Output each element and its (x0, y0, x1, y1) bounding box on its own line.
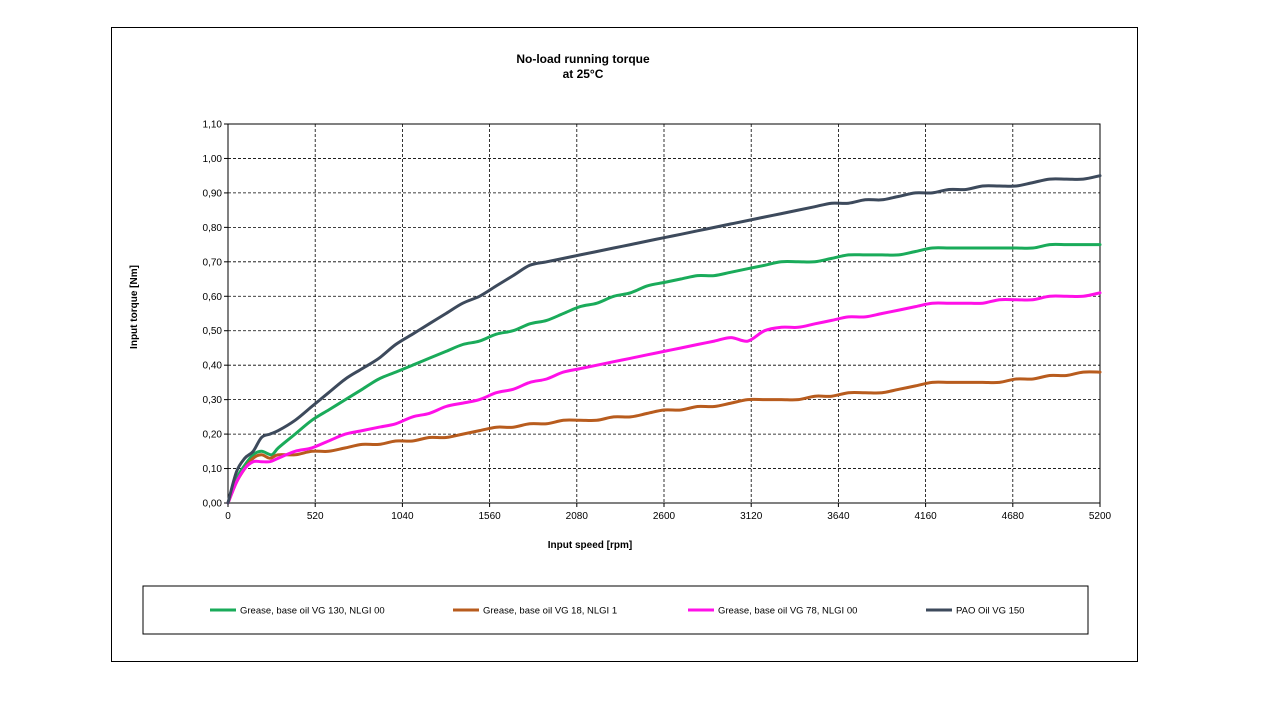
y-tick-label: 0,20 (203, 430, 223, 441)
y-tick-label: 0,80 (203, 223, 223, 234)
y-axis-ticks: 0,00 0,10 0,20 0,30 0,40 0,50 0,60 0,70 0,80 0,90… (203, 120, 228, 510)
y-tick-label: 0,90 (203, 188, 223, 199)
series-line-vg130 (226, 242, 1102, 505)
legend: Grease, base oil VG 130, NLGI 00 Grease, … (210, 606, 1024, 617)
series-line-vg18 (226, 370, 1102, 505)
chart-title: No-load running torque (516, 52, 650, 66)
x-tick-label: 5200 (1089, 511, 1112, 522)
series-line-pao150 (226, 174, 1102, 505)
y-tick-label: 0,50 (203, 326, 223, 337)
x-tick-label: 3640 (827, 511, 850, 522)
y-tick-label: 1,10 (203, 120, 223, 131)
x-tick-label: 3120 (740, 511, 763, 522)
y-tick-label: 1,00 (203, 154, 223, 165)
legend-label-pao150: PAO Oil VG 150 (956, 606, 1024, 617)
series-lines (226, 174, 1102, 505)
x-tick-label: 520 (307, 511, 324, 522)
y-axis-label: Input torque [Nm] (129, 265, 140, 349)
x-tick-label: 4160 (914, 511, 937, 522)
y-tick-label: 0,30 (203, 395, 223, 406)
y-tick-label: 0,40 (203, 361, 223, 372)
chart-subtitle: at 25°C (563, 67, 604, 81)
y-tick-label: 0,60 (203, 292, 223, 303)
legend-label-vg78: Grease, base oil VG 78, NLGI 00 (718, 606, 857, 617)
legend-label-vg130: Grease, base oil VG 130, NLGI 00 (240, 606, 385, 617)
chart-frame (111, 27, 1138, 662)
x-tick-label: 4680 (1002, 511, 1025, 522)
grid (228, 124, 1100, 503)
y-tick-label: 0,00 (203, 499, 223, 510)
x-tick-label: 2080 (566, 511, 589, 522)
x-tick-label: 1560 (478, 511, 501, 522)
x-tick-label: 1040 (391, 511, 414, 522)
y-tick-label: 0,70 (203, 257, 223, 268)
legend-label-vg18: Grease, base oil VG 18, NLGI 1 (483, 606, 617, 617)
series-line-vg78 (226, 291, 1102, 505)
x-tick-label: 2600 (653, 511, 676, 522)
x-tick-label: 0 (225, 511, 231, 522)
x-axis-label: Input speed [rpm] (548, 540, 632, 551)
x-axis-ticks: 0 520 1040 1560 2080 2600 3120 3640 4160 4680 5200 (225, 503, 1112, 522)
y-tick-label: 0,10 (203, 464, 223, 475)
